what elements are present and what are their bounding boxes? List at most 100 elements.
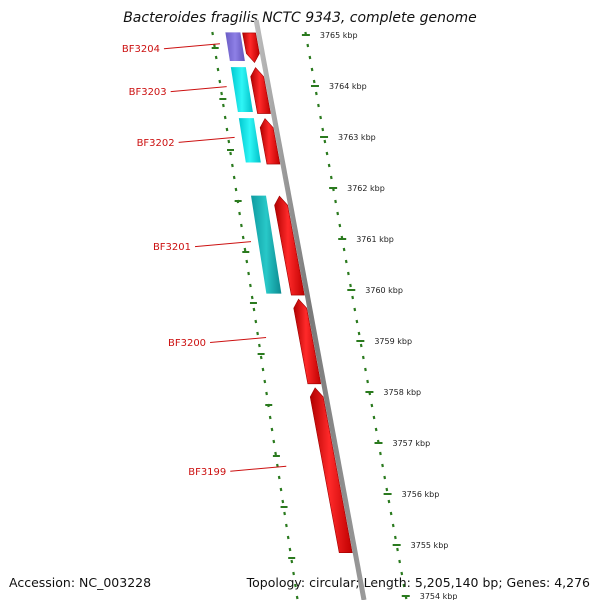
kbp-tick-label: 3757 kbp	[393, 439, 431, 448]
right-ring-dot	[396, 547, 399, 552]
map-title: Bacteroides fragilis NCTC 9343, complete…	[123, 10, 477, 26]
right-ring-dot	[379, 451, 382, 456]
gene-leader-line	[210, 336, 267, 343]
gene-label-bf3202[interactable]: BF3202	[137, 138, 175, 149]
right-ring-dot	[370, 403, 374, 408]
right-ring-dot	[323, 139, 327, 144]
right-ring-dot	[398, 559, 402, 564]
gene-label-bf3201[interactable]: BF3201	[153, 242, 191, 253]
right-ring-dot	[400, 571, 404, 576]
gene-leader-line	[230, 465, 287, 472]
cds-bar-bf3201[interactable]	[251, 195, 282, 294]
left-ring-dot	[250, 295, 254, 300]
kbp-tick-label: 3760 kbp	[365, 286, 403, 295]
gene-arrow-bf3204[interactable]	[242, 32, 260, 64]
kbp-tick-label: 3765 kbp	[320, 31, 358, 40]
left-ring-dot	[256, 331, 259, 336]
right-ring-dot	[319, 115, 322, 120]
left-ring-dot	[234, 187, 238, 192]
gene-arrow-bf3203[interactable]	[250, 67, 271, 114]
left-ring-dot	[225, 127, 229, 132]
gene-label-bf3204[interactable]: BF3204	[122, 44, 160, 55]
left-ring-dot	[281, 499, 285, 504]
left-ring-dot	[252, 307, 256, 312]
left-ring-dot	[232, 175, 236, 180]
right-ring-dot	[334, 199, 337, 204]
gene-arrow-bf3201[interactable]	[274, 195, 305, 296]
right-ring-dot	[312, 79, 316, 84]
right-ring-dot	[346, 271, 350, 276]
left-ring-dot	[272, 439, 276, 444]
cds-bar-bf3202[interactable]	[238, 118, 261, 163]
gene-arrow-bf3202[interactable]	[259, 118, 281, 165]
right-ring-dot	[314, 91, 318, 96]
kbp-tick-label: 3763 kbp	[338, 133, 376, 142]
left-ring-dot	[238, 211, 241, 216]
left-ring-dot	[214, 55, 218, 60]
genome-backbone	[253, 19, 367, 600]
gene-arrow-bf3199[interactable]	[309, 387, 353, 553]
gene-label-bf3199[interactable]: BF3199	[188, 467, 226, 478]
left-ring-dot	[292, 571, 295, 576]
left-ring-dot	[254, 319, 258, 324]
left-ring-dot	[277, 475, 281, 480]
right-ring-dot	[366, 379, 369, 384]
gene-leader-line	[178, 136, 235, 143]
right-ring-dot	[329, 175, 333, 180]
right-ring-dot	[338, 223, 342, 228]
left-ring-dot	[274, 451, 277, 456]
left-ring-dot	[216, 67, 220, 72]
right-ring-dot	[357, 331, 361, 336]
left-ring-dot	[294, 583, 297, 588]
gene-label-bf3200[interactable]: BF3200	[168, 338, 206, 349]
right-ring-dot	[310, 67, 314, 72]
gene-label-bf3203[interactable]: BF3203	[129, 87, 167, 98]
right-ring-dot	[364, 367, 367, 372]
left-ring-dot	[258, 343, 261, 348]
right-ring-dot	[327, 163, 331, 168]
left-ring-dot	[211, 31, 214, 36]
right-ring-dot	[372, 415, 376, 420]
left-ring-dot	[241, 235, 245, 240]
right-ring-dot	[349, 283, 352, 288]
left-ring-dot	[247, 271, 250, 276]
gene-leader-line	[170, 86, 227, 93]
accession-text: Accession: NC_003228	[9, 575, 152, 590]
right-ring-dot	[344, 259, 348, 264]
right-ring-dot	[325, 151, 329, 156]
right-ring-dot	[355, 319, 359, 324]
kbp-tick-label: 3762 kbp	[347, 184, 385, 193]
right-ring-dot	[374, 427, 378, 432]
left-ring-dot	[218, 79, 222, 84]
right-ring-dot	[383, 475, 387, 480]
left-ring-dot	[227, 139, 231, 144]
left-ring-dot	[295, 595, 299, 600]
kbp-tick-label: 3754 kbp	[420, 592, 458, 600]
cds-bar-bf3204[interactable]	[225, 32, 245, 62]
kbp-tick-label: 3755 kbp	[411, 541, 449, 550]
right-ring-dot	[317, 103, 320, 108]
left-ring-dot	[290, 559, 294, 564]
right-ring-dot	[321, 127, 325, 132]
left-ring-dot	[279, 487, 283, 492]
gene-leader-line	[163, 43, 220, 50]
left-ring-dot	[263, 379, 267, 384]
left-ring-dot	[286, 535, 290, 540]
genome-summary-text: Topology: circular; Length: 5,205,140 bp…	[246, 575, 590, 590]
left-ring-dot	[243, 247, 247, 252]
right-ring-dot	[389, 511, 393, 516]
left-ring-dot	[265, 391, 268, 396]
right-ring-dot	[336, 211, 340, 216]
right-ring-dot	[391, 523, 395, 528]
cds-bar-bf3203[interactable]	[230, 67, 253, 113]
left-ring-dot	[240, 223, 243, 228]
left-ring-dot	[249, 283, 252, 288]
kbp-tick-label: 3758 kbp	[383, 388, 421, 397]
kbp-tick-label: 3764 kbp	[329, 82, 367, 91]
gene-arrow-bf3200[interactable]	[293, 298, 322, 385]
right-ring-dot	[387, 499, 391, 504]
right-ring-dot	[306, 43, 310, 48]
left-ring-dot	[245, 259, 249, 264]
left-ring-dot	[261, 367, 265, 372]
left-ring-dot	[220, 91, 223, 96]
